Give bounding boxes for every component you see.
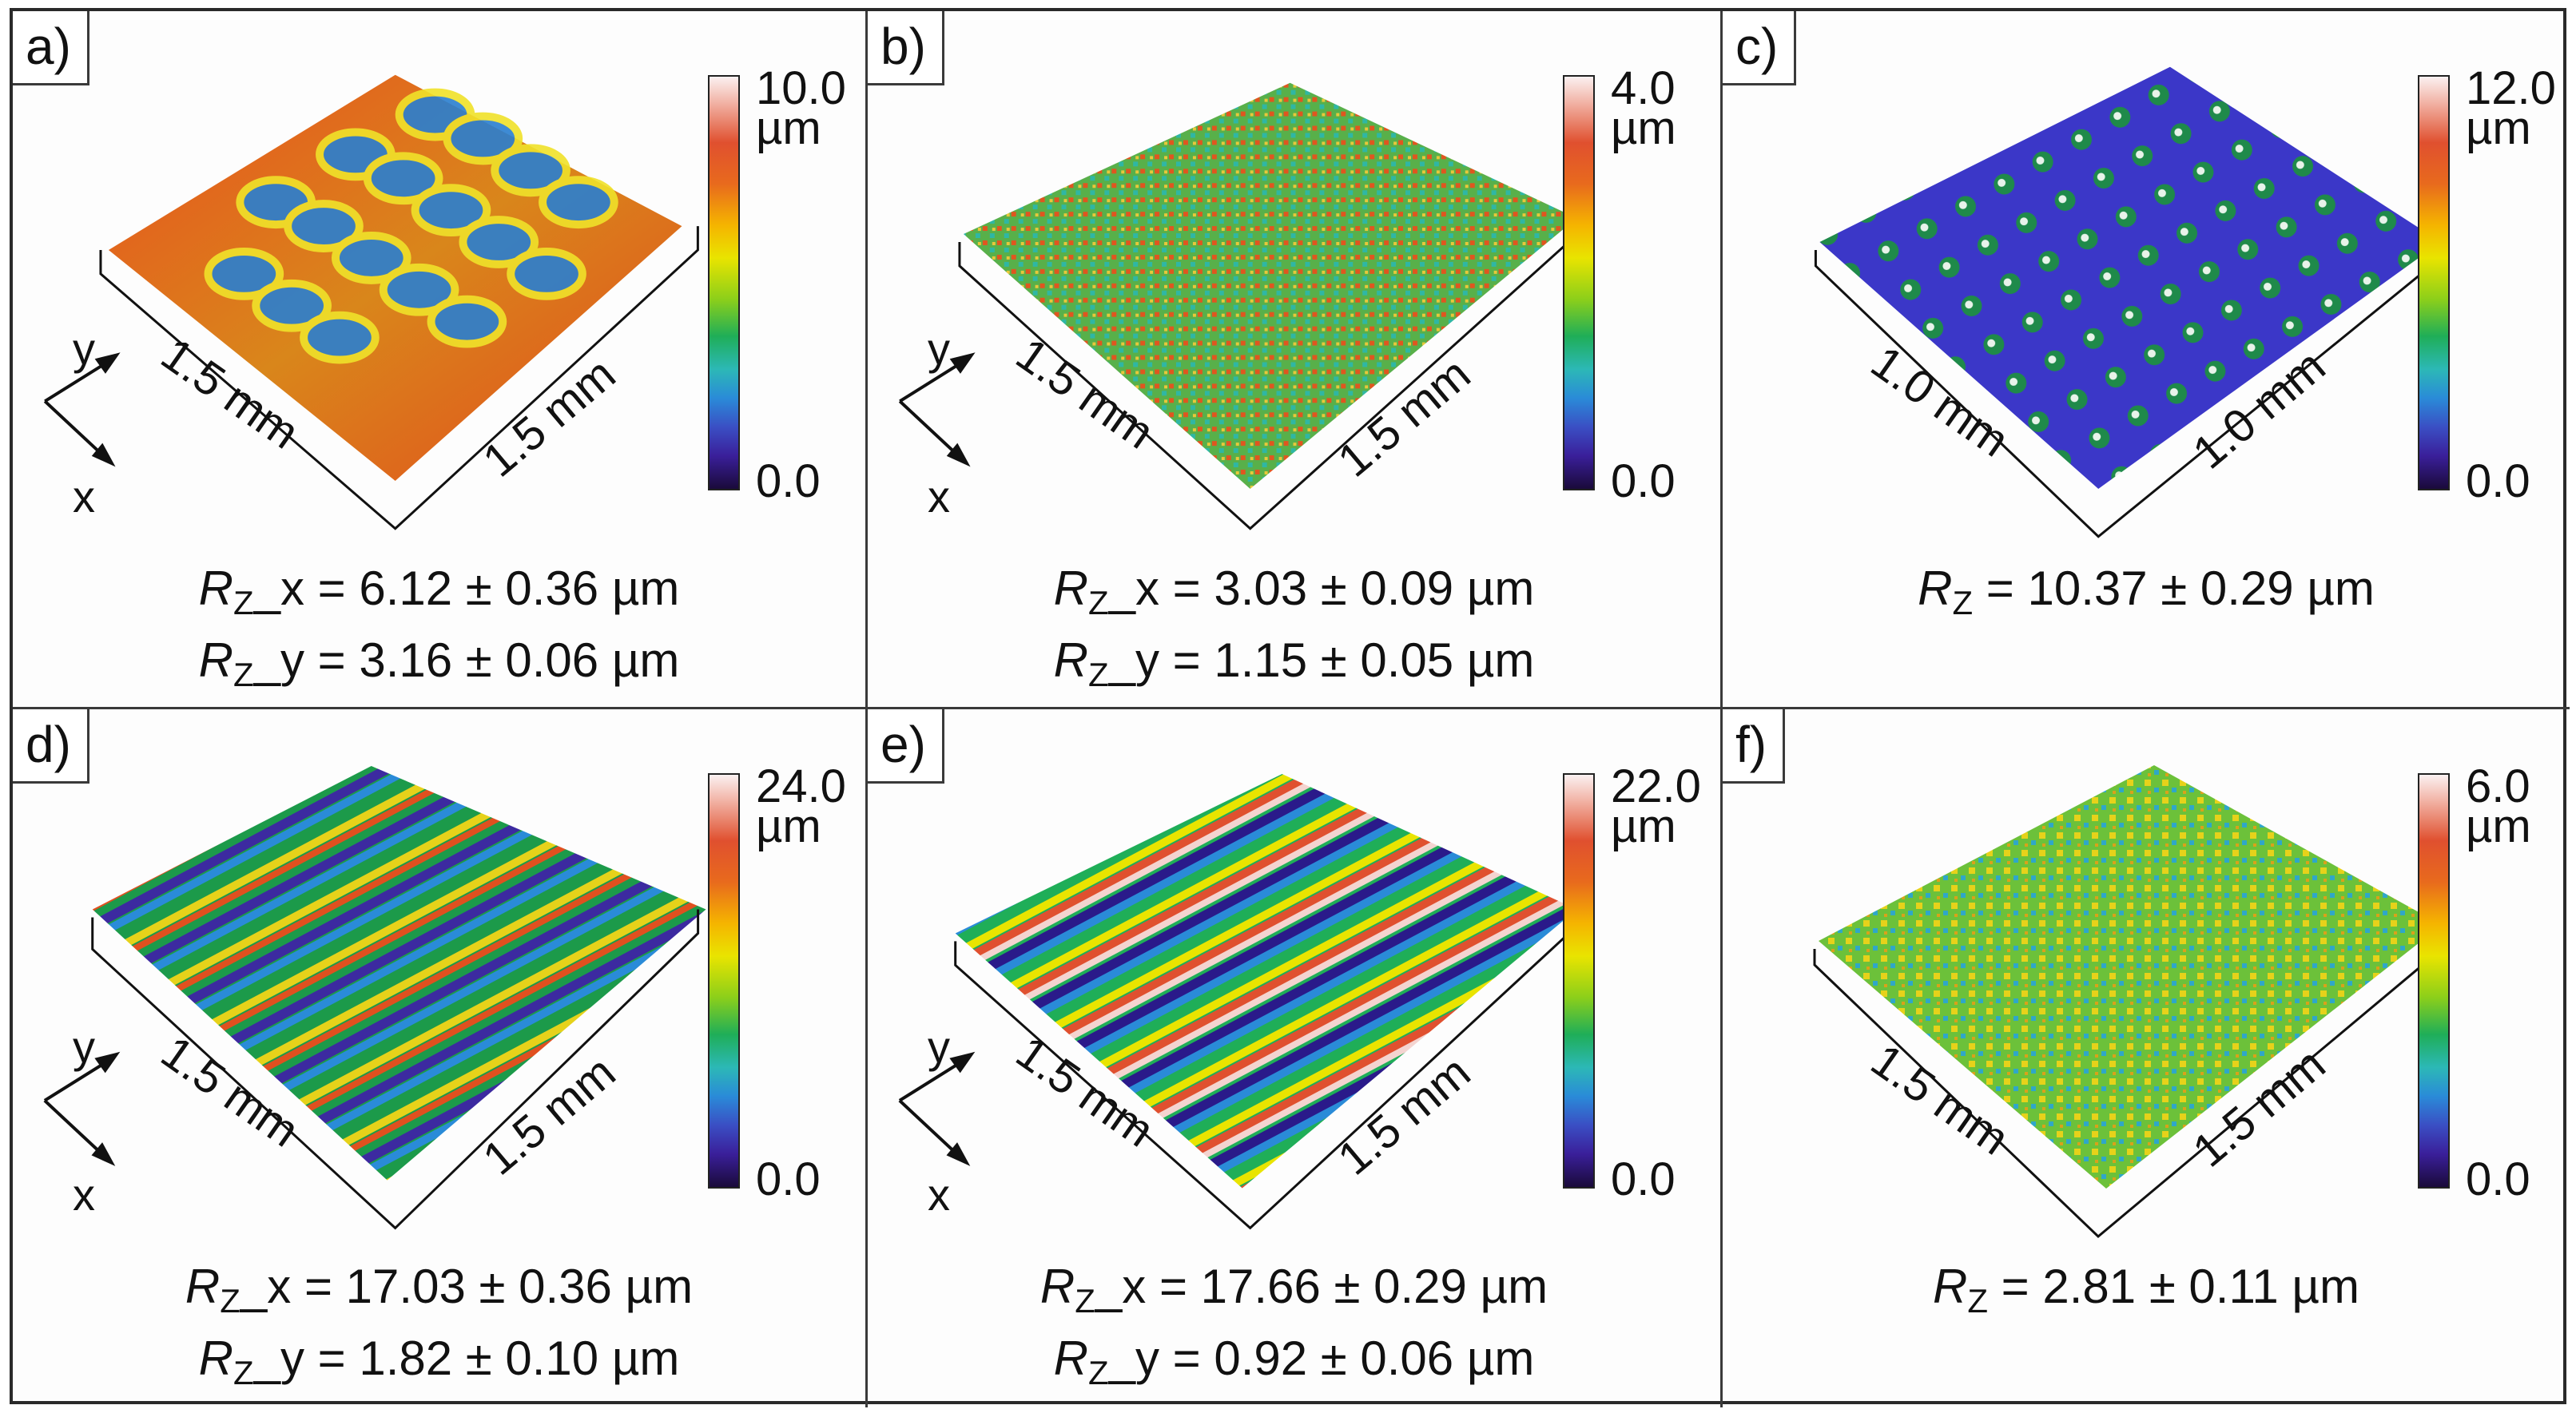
colorbar-min: 0.0 [756,455,821,507]
colorbar-min: 0.0 [1611,1153,1676,1205]
colorbar-unit: µm [756,102,821,154]
panel-c: c) 1.0 mm 1.0 mm 12.0 µm 0.0 RZ = 10.37 … [1723,11,2570,709]
panel-label: f) [1723,709,1786,784]
colorbar-unit: µm [2466,800,2531,852]
colorbar-min: 0.0 [2466,455,2530,507]
colorbar-min: 0.0 [1611,455,1676,507]
colorbar-max: 22.0 [1611,760,1701,812]
measurement-rz-y: RZ_y = 0.92 ± 0.06 µm [1053,1332,1535,1392]
surface-plot-grooves-rough [43,766,706,1230]
axis-x-label: x [73,471,95,522]
axis-y-label: y [73,323,95,374]
axis-y-label: y [928,1022,950,1072]
colorbar [2418,773,2450,1189]
colorbar-unit: µm [756,800,821,852]
surface-plot-dimples [43,74,699,530]
colorbar [2418,75,2450,490]
panel-b: b) 1.5 mm 1.5 mm y x 4.0 µm 0.0 [868,11,1723,709]
colorbar [1563,773,1595,1189]
axis-x-label: x [928,471,950,522]
colorbar-unit: µm [1611,102,1676,154]
panel-a: a) 1.5 mm 1.5 mm y x [13,11,868,709]
measurement-rz-x: RZ_x = 17.03 ± 0.36 µm [185,1260,694,1320]
colorbar-unit: µm [2466,102,2531,154]
panel-label: c) [1723,11,1797,85]
panel-label: b) [868,11,944,85]
measurement-rz-y: RZ_y = 1.82 ± 0.10 µm [198,1332,680,1392]
colorbar-max: 10.0 [756,62,846,114]
axis-y-label: y [928,323,950,374]
colorbar-unit: µm [1611,800,1676,852]
measurement-rz: RZ = 10.37 ± 0.29 µm [1918,562,2375,622]
measurement-rz-x: RZ_x = 3.03 ± 0.09 µm [1053,562,1535,622]
axis-x-label: x [928,1169,950,1220]
colorbar [708,75,740,490]
colorbar-max: 6.0 [2466,760,2530,812]
colorbar [708,773,740,1189]
panel-label: a) [13,11,89,85]
axis-y-label: y [73,1022,95,1072]
colorbar-max: 4.0 [1611,62,1676,114]
panel-e: e) 1.5 mm 1.5 mm y x [868,709,1723,1407]
measurement-rz: RZ = 2.81 ± 0.11 µm [1933,1260,2359,1320]
panel-label: e) [868,709,944,784]
colorbar-min: 0.0 [756,1153,821,1205]
panel-d: d) 1.5 mm 1.5 mm y x 24.0 µm [13,709,868,1407]
colorbar-max: 12.0 [2466,62,2556,114]
colorbar [1563,75,1595,490]
measurement-rz-x: RZ_x = 6.12 ± 0.36 µm [198,562,680,622]
panel-label: d) [13,709,89,784]
panel-f: f) 1.5 mm 1.5 mm 6.0 µm 0.0 RZ = 2.81 ± … [1723,709,2570,1407]
measurement-rz-x: RZ_x = 17.66 ± 0.29 µm [1040,1260,1548,1320]
axis-x-label: x [73,1169,95,1220]
colorbar-min: 0.0 [2466,1153,2530,1205]
measurement-rz-y: RZ_y = 1.15 ± 0.05 µm [1053,633,1535,694]
colorbar-max: 24.0 [756,760,846,812]
measurement-rz-y: RZ_y = 3.16 ± 0.06 µm [198,633,680,694]
figure-grid: a) 1.5 mm 1.5 mm y x [10,8,2570,1407]
